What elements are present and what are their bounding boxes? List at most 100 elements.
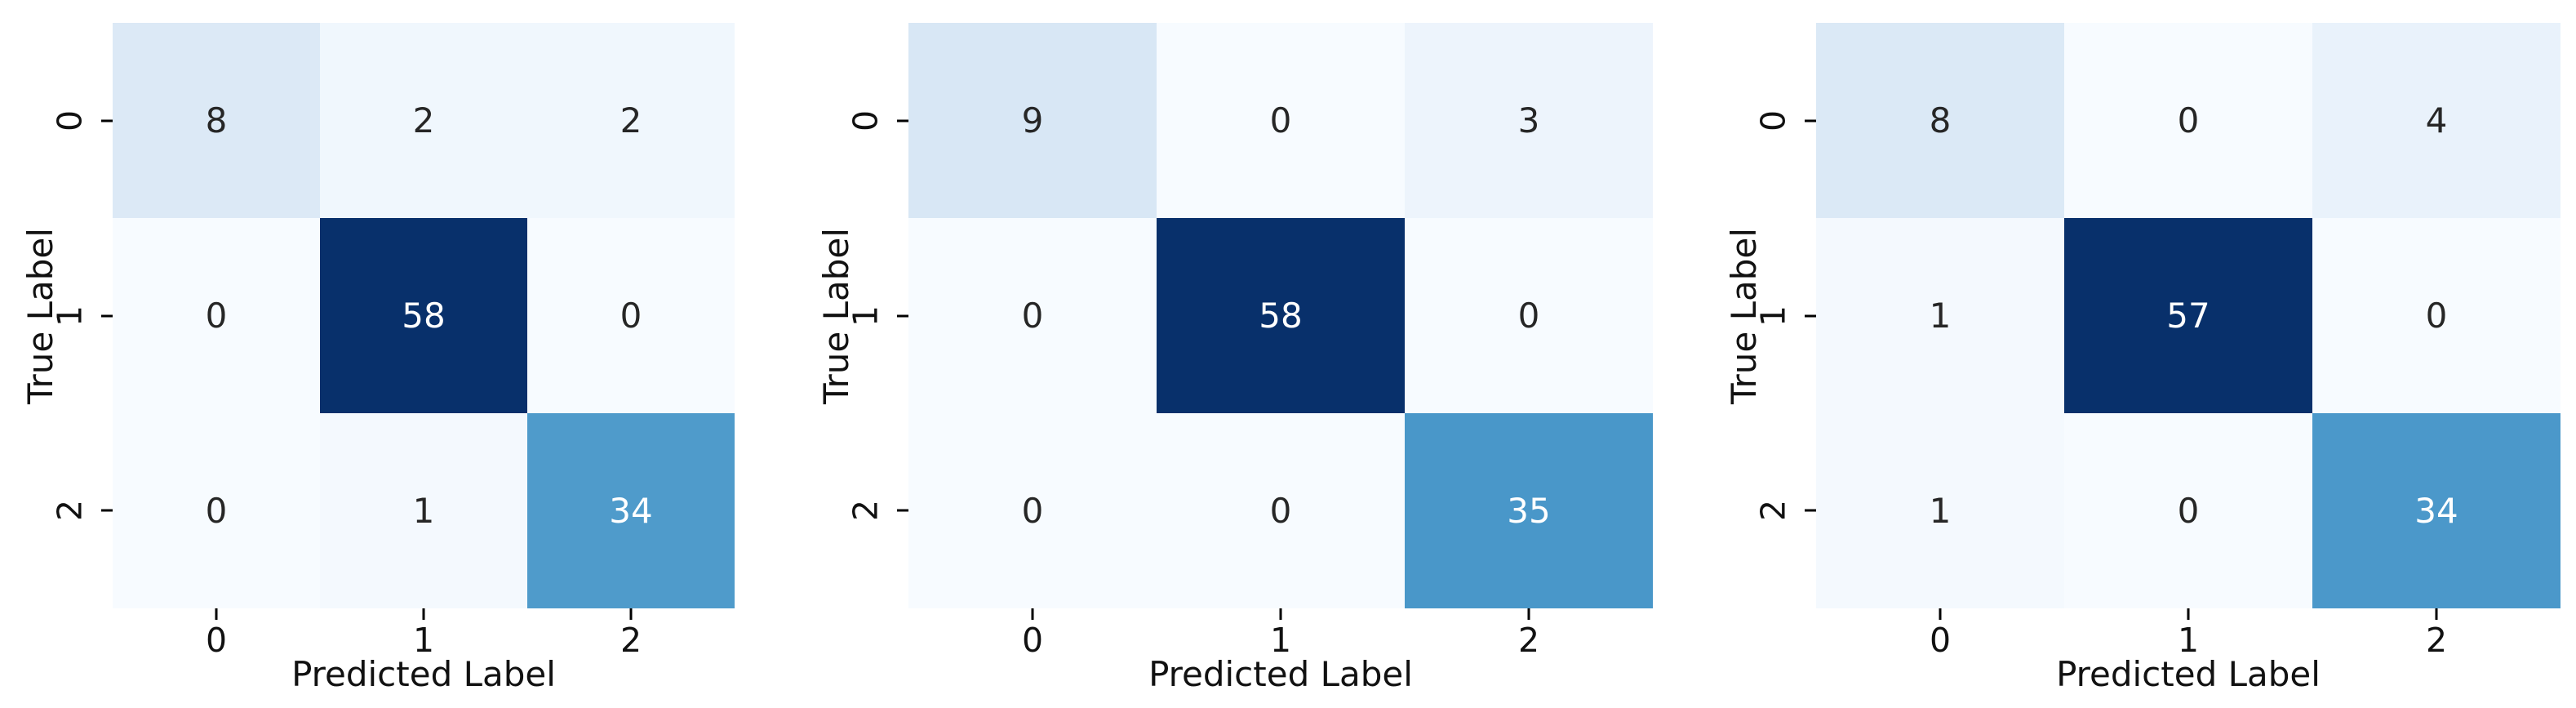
cell-value: 8 [205,100,228,140]
heatmap-cell: 4 [2312,23,2560,218]
cell-value: 0 [2177,100,2200,140]
x-tick-label: 2 [620,621,642,660]
y-tick-mark [101,509,113,512]
y-tick-mark [1805,509,1816,512]
cell-value: 0 [205,490,228,531]
y-tick-label: 2 [1753,500,1793,522]
heatmap-cell: 1 [1816,218,2064,413]
x-tick-label: 2 [1517,621,1540,660]
heatmap-cell: 0 [113,413,320,608]
heatmap-cell: 0 [2312,218,2560,413]
y-tick-label: 0 [50,109,90,131]
cell-value: 1 [412,490,435,531]
x-tick-label: 1 [1269,621,1292,660]
cell-value: 34 [609,490,653,531]
cell-value: 57 [2166,295,2210,336]
confusion-matrix-1: True Label 0 1 2 8 2 2 0 58 0 0 1 34 0 1… [20,23,735,692]
cell-value: 0 [2177,490,2200,531]
x-tick-label: 1 [412,621,435,660]
y-tick-mark [897,314,908,317]
y-tick-label: 0 [846,109,886,131]
heatmap-cell: 58 [1157,218,1405,413]
y-tick-mark [101,119,113,122]
y-tick-mark [1805,314,1816,317]
cell-value: 4 [2425,100,2448,140]
x-tick-label: 0 [205,621,228,660]
heatmap-cell: 0 [1157,413,1405,608]
cell-value: 0 [1269,490,1292,531]
x-tick-label: 0 [1929,621,1952,660]
x-tick-mark [2435,608,2438,620]
y-tick-label: 0 [1753,109,1793,131]
heatmap-cell: 2 [527,23,735,218]
x-tick-label: 2 [2425,621,2448,660]
x-tick-mark [1527,608,1530,620]
heatmap-cell: 35 [1405,413,1653,608]
heatmap-cell: 34 [527,413,735,608]
heatmap-grid: 9 0 3 0 58 0 0 0 35 [908,23,1653,608]
cell-value: 35 [1507,490,1551,531]
cell-value: 58 [1259,295,1303,336]
y-tick-label: 1 [846,305,886,327]
heatmap-cell: 1 [320,413,527,608]
x-tick-mark [2187,608,2190,620]
y-tick-mark [897,119,908,122]
heatmap-cell: 34 [2312,413,2560,608]
x-axis-label: Predicted Label [1148,654,1413,694]
heatmap-cell: 57 [2064,218,2312,413]
cell-value: 58 [402,295,446,336]
cell-value: 2 [620,100,642,140]
heatmap-cell: 1 [1816,413,2064,608]
x-axis-label: Predicted Label [291,654,556,694]
heatmap-cell: 0 [113,218,320,413]
heatmap-cell: 0 [1157,23,1405,218]
x-tick-mark [1031,608,1034,620]
cell-value: 0 [1517,295,1540,336]
y-tick-mark [101,314,113,317]
heatmap-cell: 0 [908,413,1157,608]
heatmap-grid: 8 2 2 0 58 0 0 1 34 [113,23,735,608]
cell-value: 0 [620,295,642,336]
y-tick-mark [897,509,908,512]
confusion-matrix-2: True Label 0 1 2 9 0 3 0 58 0 0 0 35 0 1… [816,23,1653,692]
cell-value: 0 [1021,295,1044,336]
heatmap-cell: 3 [1405,23,1653,218]
y-tick-label: 2 [50,500,90,522]
cell-value: 8 [1929,100,1952,140]
cell-value: 1 [1929,490,1952,531]
cell-value: 9 [1021,100,1044,140]
confusion-matrix-3: True Label 0 1 2 8 0 4 1 57 0 1 0 34 0 1… [1724,23,2560,692]
heatmap-cell: 8 [1816,23,2064,218]
cell-value: 0 [2425,295,2448,336]
x-tick-label: 0 [1021,621,1044,660]
y-tick-mark [1805,119,1816,122]
cell-value: 34 [2414,490,2458,531]
y-tick-label: 1 [1753,305,1793,327]
cell-value: 0 [1269,100,1292,140]
cell-value: 0 [1021,490,1044,531]
y-tick-label: 1 [50,305,90,327]
x-tick-mark [629,608,633,620]
heatmap-cell: 8 [113,23,320,218]
x-tick-mark [422,608,425,620]
heatmap-cell: 0 [1405,218,1653,413]
x-tick-mark [1279,608,1282,620]
x-tick-mark [215,608,218,620]
cell-value: 1 [1929,295,1952,336]
cell-value: 2 [412,100,435,140]
heatmap-cell: 58 [320,218,527,413]
cell-value: 0 [205,295,228,336]
heatmap-cell: 0 [908,218,1157,413]
y-tick-label: 2 [846,500,886,522]
heatmap-cell: 0 [527,218,735,413]
x-tick-mark [1939,608,1942,620]
heatmap-grid: 8 0 4 1 57 0 1 0 34 [1816,23,2560,608]
heatmap-cell: 0 [2064,23,2312,218]
heatmap-cell: 9 [908,23,1157,218]
heatmap-cell: 0 [2064,413,2312,608]
cell-value: 3 [1517,100,1540,140]
x-axis-label: Predicted Label [2056,654,2321,694]
heatmap-cell: 2 [320,23,527,218]
